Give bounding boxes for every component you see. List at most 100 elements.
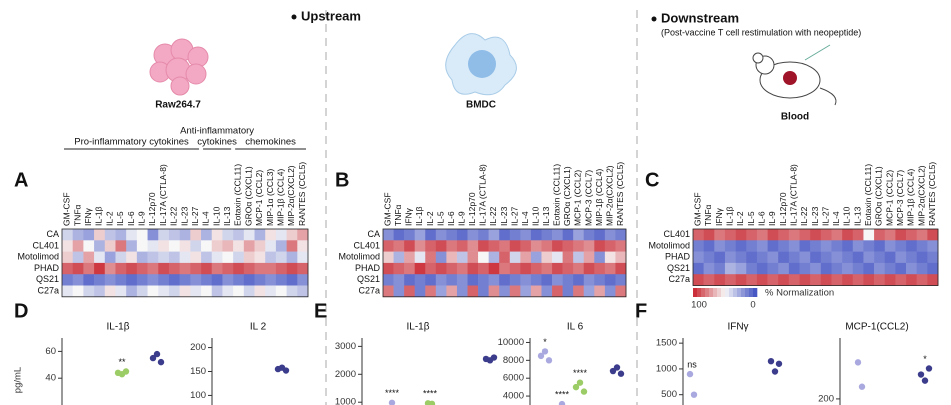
y-tick-label: 10000 xyxy=(498,337,524,348)
column-label: IFNγ xyxy=(404,207,414,226)
column-label: IL-4 xyxy=(201,211,211,226)
heat-cell xyxy=(693,229,704,241)
heat-cell xyxy=(799,274,811,286)
heat-cell xyxy=(265,274,277,286)
heat-cell xyxy=(916,274,928,286)
heat-cell xyxy=(72,274,84,286)
row-label: C27a xyxy=(668,274,690,284)
heat-cell xyxy=(724,251,736,264)
heat-cell xyxy=(488,262,500,275)
heat-cell xyxy=(767,274,779,286)
heat-cell xyxy=(467,274,479,286)
panel-letter: C xyxy=(645,169,659,191)
heat-cell xyxy=(136,262,148,275)
section-subtitle: (Post-vaccine T cell restimulation with … xyxy=(661,27,861,37)
heat-cell xyxy=(147,262,159,275)
heat-cell xyxy=(404,229,415,241)
heat-cell xyxy=(478,274,489,286)
heat-cell xyxy=(756,251,768,264)
row-label: CA xyxy=(367,229,380,239)
heat-cell xyxy=(168,262,180,275)
heat-cell xyxy=(297,240,309,252)
heat-cell xyxy=(254,285,266,298)
heat-cell xyxy=(62,229,73,241)
heat-cell xyxy=(393,240,405,252)
heat-cell xyxy=(467,251,479,264)
heat-cell xyxy=(895,240,907,252)
plot-title: IFNγ xyxy=(727,322,748,333)
column-label: TNFα xyxy=(703,204,713,226)
data-point xyxy=(613,364,621,371)
heat-cell xyxy=(927,229,939,241)
heat-cell xyxy=(72,285,84,298)
data-point xyxy=(572,383,580,391)
heat-cell xyxy=(509,240,521,252)
y-tick-label: 200 xyxy=(818,393,834,404)
row-label: Motolimod xyxy=(338,252,380,262)
heat-cell xyxy=(467,262,479,275)
heat-cell xyxy=(906,274,917,286)
column-label: MCP-1 (CCL2) xyxy=(254,170,264,226)
heat-cell xyxy=(594,285,606,298)
column-label: IL-27 xyxy=(509,206,519,226)
heat-cell xyxy=(265,240,277,252)
heat-cell xyxy=(435,285,447,298)
heat-cell xyxy=(831,251,843,264)
heat-cell xyxy=(147,274,159,286)
heat-cell xyxy=(393,274,405,286)
row-label: PHAD xyxy=(34,263,60,273)
y-axis-label: pg/mL xyxy=(13,367,24,393)
row-label: Motolimod xyxy=(17,252,59,262)
heat-cell xyxy=(126,251,138,264)
heat-cell xyxy=(594,251,606,264)
column-label: GM-CSF xyxy=(62,192,72,226)
heat-cell xyxy=(425,262,437,275)
group-label: cytokines xyxy=(197,137,237,148)
data-point xyxy=(617,370,625,377)
heat-cell xyxy=(414,251,426,264)
row-label: CL401 xyxy=(353,240,380,250)
y-tick-label: 60 xyxy=(45,346,56,357)
heat-cell xyxy=(286,274,298,286)
heat-cell xyxy=(509,274,521,286)
column-label: RANTES (CCL5) xyxy=(297,162,307,226)
column-label: MCP-1 (CCL2) xyxy=(573,170,583,226)
heat-cell xyxy=(297,251,309,264)
heat-cell xyxy=(190,285,202,298)
heat-cell xyxy=(583,285,595,298)
heat-cell xyxy=(179,251,191,264)
heat-cell xyxy=(158,229,170,241)
heat-cell xyxy=(746,262,758,275)
heat-cell xyxy=(756,240,768,252)
heat-cell xyxy=(115,251,127,264)
heat-cell xyxy=(520,285,532,298)
heat-cell xyxy=(393,262,405,275)
row-label: CA xyxy=(46,229,59,239)
heat-cell xyxy=(831,229,843,241)
heat-cell xyxy=(604,240,616,252)
column-label: GROα (CXCL1) xyxy=(243,166,253,226)
heat-cell xyxy=(383,285,394,298)
heat-cell xyxy=(842,229,854,241)
column-label: IL-2 xyxy=(104,211,114,226)
heat-cell xyxy=(916,229,928,241)
heat-cell xyxy=(201,274,213,286)
heat-cell xyxy=(126,285,138,298)
heat-cell xyxy=(297,285,309,298)
significance: ** xyxy=(118,357,126,367)
heat-cell xyxy=(404,285,415,298)
column-label: GM-CSF xyxy=(693,192,703,226)
heat-cell xyxy=(190,240,202,252)
row-label: QS21 xyxy=(357,274,380,284)
heat-cell xyxy=(863,240,875,252)
heat-cell xyxy=(874,251,886,264)
column-label: MIP-2α(CXCL2) xyxy=(916,165,926,226)
heat-cell xyxy=(724,274,736,286)
heat-cell xyxy=(393,229,405,241)
data-point xyxy=(157,358,165,366)
legend-swatch xyxy=(705,288,710,297)
legend-swatch xyxy=(709,288,714,297)
column-label: IL-17A (CTLA-8) xyxy=(158,164,168,226)
heat-cell xyxy=(233,262,245,275)
heat-cell xyxy=(906,229,917,241)
